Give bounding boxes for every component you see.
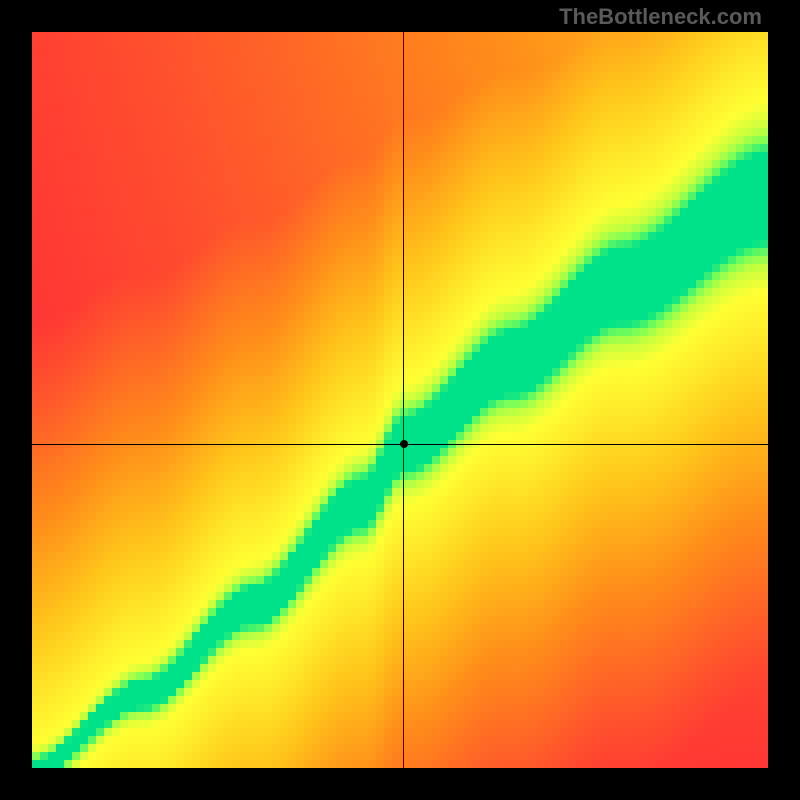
chart-container: TheBottleneck.com	[0, 0, 800, 800]
watermark-text: TheBottleneck.com	[559, 4, 762, 30]
crosshair-marker	[400, 440, 408, 448]
bottleneck-heatmap	[32, 32, 768, 768]
crosshair-vertical	[403, 32, 404, 768]
